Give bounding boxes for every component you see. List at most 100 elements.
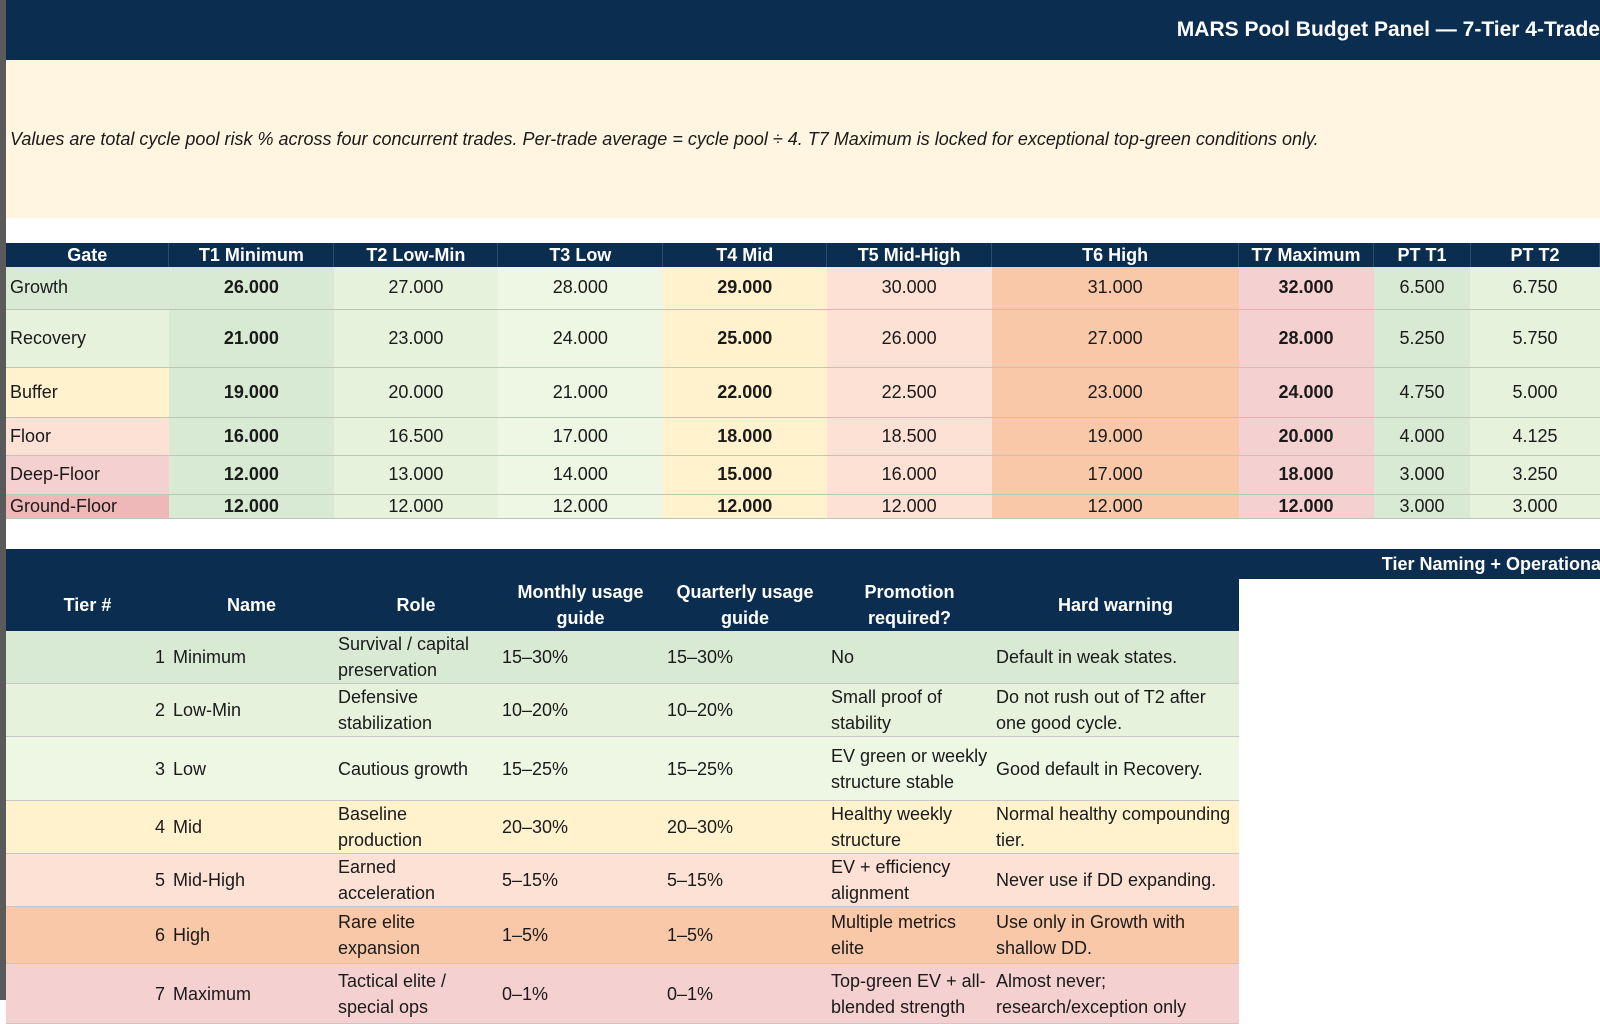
tier-num-cell[interactable]: 7: [6, 963, 169, 1024]
header-tier-num[interactable]: Tier #: [6, 579, 169, 631]
budget-value-cell[interactable]: 28.000: [497, 267, 663, 310]
budget-value-cell[interactable]: 12.000: [826, 494, 992, 519]
budget-value-cell[interactable]: 4.125: [1470, 417, 1600, 456]
budget-value-cell[interactable]: 5.250: [1373, 309, 1471, 368]
header-t5[interactable]: T5 Mid-High: [826, 243, 993, 267]
header-t4[interactable]: T4 Mid: [662, 243, 828, 267]
gate-cell[interactable]: Floor: [6, 417, 169, 456]
budget-value-cell[interactable]: 12.000: [662, 494, 827, 519]
tier-name-cell[interactable]: Maximum: [169, 963, 334, 1024]
tier-name-cell[interactable]: Low: [169, 736, 334, 801]
header-name[interactable]: Name: [169, 579, 334, 631]
budget-value-cell[interactable]: 25.000: [662, 309, 827, 368]
tier-quarterly-cell[interactable]: 0–1%: [663, 963, 827, 1024]
budget-value-cell[interactable]: 12.000: [497, 494, 663, 519]
tier-promotion-cell[interactable]: Healthy weekly structure: [827, 800, 992, 854]
tier-name-cell[interactable]: High: [169, 906, 334, 964]
header-quarterly[interactable]: Quarterly usage guide: [663, 579, 827, 631]
budget-value-cell[interactable]: 23.000: [991, 367, 1239, 418]
tier-num-cell[interactable]: 6: [6, 906, 169, 964]
tier-warning-cell[interactable]: Normal healthy compounding tier.: [992, 800, 1239, 854]
tier-role-cell[interactable]: Rare elite expansion: [334, 906, 498, 964]
gate-cell[interactable]: Recovery: [6, 309, 169, 368]
budget-value-cell[interactable]: 21.000: [497, 367, 663, 418]
tier-warning-cell[interactable]: Never use if DD expanding.: [992, 853, 1239, 907]
header-t1[interactable]: T1 Minimum: [168, 243, 335, 267]
budget-value-cell[interactable]: 20.000: [333, 367, 498, 418]
budget-value-cell[interactable]: 18.000: [662, 417, 827, 456]
tier-monthly-cell[interactable]: 1–5%: [498, 906, 663, 964]
tier-role-cell[interactable]: Survival / capital preservation: [334, 631, 498, 684]
tier-num-cell[interactable]: 4: [6, 800, 169, 854]
budget-value-cell[interactable]: 26.000: [826, 309, 992, 368]
budget-value-cell[interactable]: 16.000: [168, 417, 334, 456]
budget-value-cell[interactable]: 3.000: [1470, 494, 1600, 519]
budget-value-cell[interactable]: 13.000: [333, 455, 498, 495]
budget-value-cell[interactable]: 30.000: [826, 267, 992, 310]
gate-cell[interactable]: Deep-Floor: [6, 455, 169, 495]
tier-num-cell[interactable]: 3: [6, 736, 169, 801]
tier-role-cell[interactable]: Baseline production: [334, 800, 498, 854]
budget-value-cell[interactable]: 32.000: [1238, 267, 1374, 310]
tier-monthly-cell[interactable]: 0–1%: [498, 963, 663, 1024]
budget-value-cell[interactable]: 27.000: [333, 267, 498, 310]
tier-name-cell[interactable]: Mid: [169, 800, 334, 854]
tier-role-cell[interactable]: Cautious growth: [334, 736, 498, 801]
tier-promotion-cell[interactable]: EV green or weekly structure stable: [827, 736, 992, 801]
budget-value-cell[interactable]: 15.000: [662, 455, 827, 495]
tier-quarterly-cell[interactable]: 15–30%: [663, 631, 827, 684]
budget-value-cell[interactable]: 12.000: [333, 494, 498, 519]
tier-num-cell[interactable]: 2: [6, 683, 169, 737]
tier-monthly-cell[interactable]: 15–30%: [498, 631, 663, 684]
budget-value-cell[interactable]: 12.000: [991, 494, 1239, 519]
tier-quarterly-cell[interactable]: 5–15%: [663, 853, 827, 907]
budget-value-cell[interactable]: 3.000: [1373, 455, 1471, 495]
budget-value-cell[interactable]: 31.000: [991, 267, 1239, 310]
budget-value-cell[interactable]: 17.000: [497, 417, 663, 456]
budget-value-cell[interactable]: 22.000: [662, 367, 827, 418]
header-pt-t1[interactable]: PT T1: [1373, 243, 1471, 267]
budget-value-cell[interactable]: 28.000: [1238, 309, 1374, 368]
budget-value-cell[interactable]: 4.750: [1373, 367, 1471, 418]
budget-value-cell[interactable]: 20.000: [1238, 417, 1374, 456]
gate-cell[interactable]: Buffer: [6, 367, 169, 418]
budget-value-cell[interactable]: 26.000: [168, 267, 334, 310]
budget-value-cell[interactable]: 14.000: [497, 455, 663, 495]
tier-role-cell[interactable]: Earned acceleration: [334, 853, 498, 907]
budget-value-cell[interactable]: 16.000: [826, 455, 992, 495]
budget-value-cell[interactable]: 17.000: [991, 455, 1239, 495]
budget-value-cell[interactable]: 12.000: [1238, 494, 1374, 519]
tier-role-cell[interactable]: Defensive stabilization: [334, 683, 498, 737]
tier-num-cell[interactable]: 5: [6, 853, 169, 907]
budget-value-cell[interactable]: 24.000: [497, 309, 663, 368]
header-promotion[interactable]: Promotion required?: [827, 579, 992, 631]
tier-quarterly-cell[interactable]: 15–25%: [663, 736, 827, 801]
tier-promotion-cell[interactable]: Small proof of stability: [827, 683, 992, 737]
tier-monthly-cell[interactable]: 5–15%: [498, 853, 663, 907]
tier-warning-cell[interactable]: Default in weak states.: [992, 631, 1239, 684]
gate-cell[interactable]: Ground-Floor: [6, 494, 169, 519]
tier-promotion-cell[interactable]: No: [827, 631, 992, 684]
budget-value-cell[interactable]: 21.000: [168, 309, 334, 368]
budget-value-cell[interactable]: 19.000: [168, 367, 334, 418]
budget-value-cell[interactable]: 3.250: [1470, 455, 1600, 495]
budget-value-cell[interactable]: 4.000: [1373, 417, 1471, 456]
tier-num-cell[interactable]: 1: [6, 631, 169, 684]
budget-value-cell[interactable]: 18.000: [1238, 455, 1374, 495]
tier-quarterly-cell[interactable]: 10–20%: [663, 683, 827, 737]
tier-quarterly-cell[interactable]: 1–5%: [663, 906, 827, 964]
header-monthly[interactable]: Monthly usage guide: [498, 579, 663, 631]
header-role[interactable]: Role: [334, 579, 498, 631]
budget-value-cell[interactable]: 27.000: [991, 309, 1239, 368]
header-t7[interactable]: T7 Maximum: [1238, 243, 1375, 267]
budget-value-cell[interactable]: 5.000: [1470, 367, 1600, 418]
tier-warning-cell[interactable]: Do not rush out of T2 after one good cyc…: [992, 683, 1239, 737]
budget-value-cell[interactable]: 23.000: [333, 309, 498, 368]
budget-value-cell[interactable]: 12.000: [168, 455, 334, 495]
budget-value-cell[interactable]: 18.500: [826, 417, 992, 456]
budget-value-cell[interactable]: 19.000: [991, 417, 1239, 456]
header-t2[interactable]: T2 Low-Min: [333, 243, 499, 267]
tier-promotion-cell[interactable]: EV + efficiency alignment: [827, 853, 992, 907]
budget-value-cell[interactable]: 6.750: [1470, 267, 1600, 310]
tier-promotion-cell[interactable]: Multiple metrics elite: [827, 906, 992, 964]
